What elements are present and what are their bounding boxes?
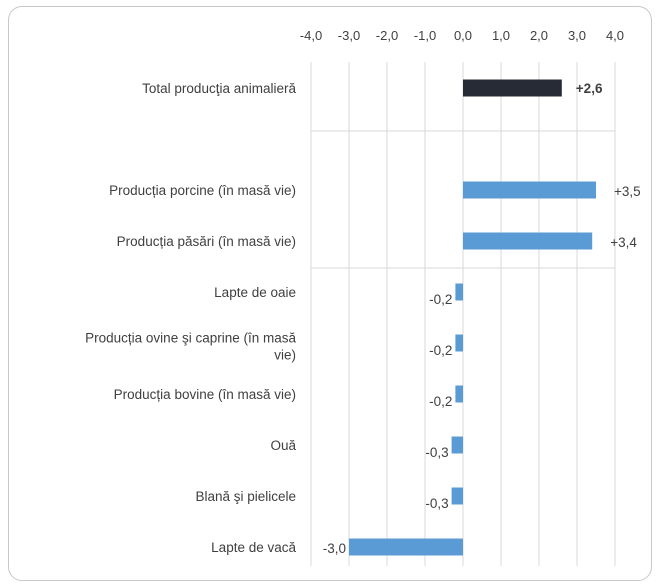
data-label: -0,3: [425, 445, 448, 460]
category-label: Lapte de oaie: [214, 285, 296, 300]
x-tick-label: 4,0: [606, 28, 624, 43]
category-label: Producția porcine (în masă vie): [109, 183, 296, 198]
total-bar: [463, 79, 562, 97]
x-tick-label: 3,0: [568, 28, 586, 43]
x-tick-label: 2,0: [530, 28, 548, 43]
bar: [455, 334, 463, 352]
category-label: Producția ovine şi caprine (în masă: [85, 331, 296, 346]
data-label: +3,5: [614, 184, 641, 199]
chart-card: [8, 6, 652, 581]
data-label: -0,2: [429, 292, 452, 307]
category-label: Producția păsări (în masă vie): [117, 234, 296, 249]
data-label: -0,3: [425, 496, 448, 511]
category-label: Total producţia animalieră: [142, 81, 296, 96]
data-label: +3,4: [610, 235, 637, 250]
bar: [451, 487, 463, 505]
data-label: -3,0: [323, 541, 346, 556]
x-tick-label: 0,0: [454, 28, 472, 43]
bar: [349, 538, 463, 556]
category-label: Lapte de vacă: [211, 540, 296, 555]
bar: [463, 232, 593, 250]
category-label: Blană şi pielicele: [195, 489, 296, 504]
bar: [455, 283, 463, 301]
data-label: +2,6: [576, 81, 603, 96]
bar: [455, 385, 463, 403]
category-label: Producția bovine (în masă vie): [114, 387, 296, 402]
data-label: -0,2: [429, 394, 452, 409]
x-tick-label: -4,0: [300, 28, 322, 43]
data-label: -0,2: [429, 343, 452, 358]
category-label: vie): [274, 348, 296, 363]
bar: [463, 181, 596, 199]
x-tick-label: 1,0: [492, 28, 510, 43]
x-tick-label: -3,0: [338, 28, 360, 43]
x-tick-label: -2,0: [376, 28, 398, 43]
category-label: Ouă: [270, 438, 296, 453]
x-tick-label: -1,0: [414, 28, 436, 43]
bar: [451, 436, 463, 454]
